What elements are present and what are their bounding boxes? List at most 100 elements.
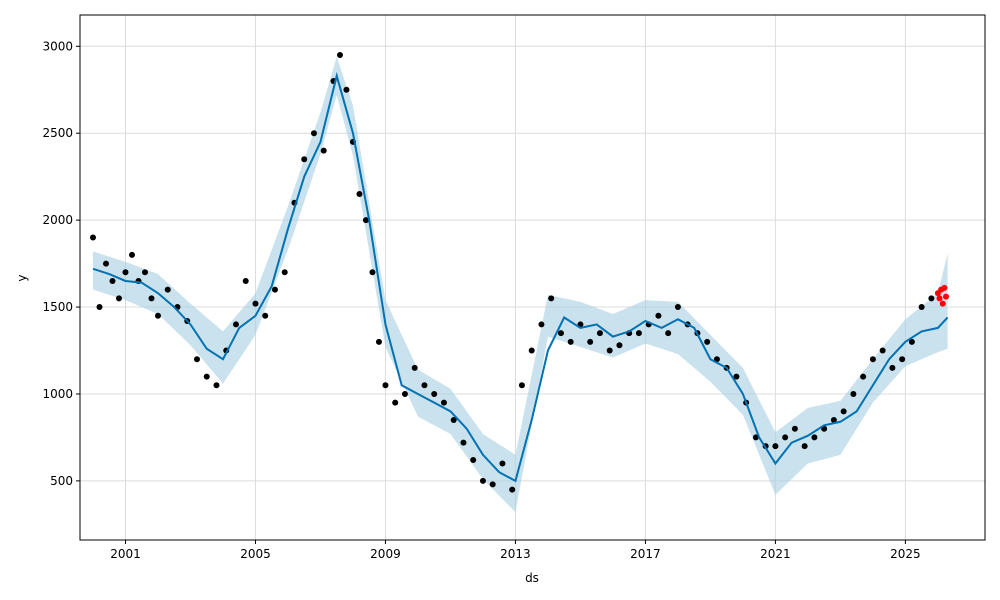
observed-point — [665, 330, 672, 337]
y-tick-label: 2000 — [42, 213, 73, 227]
observed-point — [869, 356, 876, 363]
x-tick-label: 2021 — [760, 547, 791, 561]
observed-point — [655, 312, 662, 319]
observed-point — [89, 234, 96, 241]
observed-point — [213, 382, 220, 389]
observed-point — [908, 338, 915, 345]
observed-point — [362, 217, 369, 224]
observed-point — [242, 277, 249, 284]
observed-point — [450, 417, 457, 424]
observed-point — [252, 300, 259, 307]
uncertainty-band — [92, 56, 948, 513]
observed-point — [369, 269, 376, 276]
observed-point — [109, 277, 116, 284]
observed-point — [811, 434, 818, 441]
observed-point — [489, 481, 496, 488]
observed-point — [528, 347, 535, 354]
observed-point — [356, 191, 363, 198]
observed-point — [704, 338, 711, 345]
x-tick-label: 2017 — [630, 547, 661, 561]
forecast-line — [92, 71, 949, 483]
forecast-line-path — [92, 71, 949, 483]
observed-point — [336, 51, 343, 58]
observed-point — [460, 439, 467, 446]
observed-point — [713, 356, 720, 363]
observed-point — [518, 382, 525, 389]
observed-point — [850, 390, 857, 397]
observed-point — [310, 130, 317, 137]
x-axis-label: ds — [525, 571, 539, 585]
observed-point — [115, 295, 122, 302]
observed-point — [928, 295, 935, 302]
highlight-point — [941, 284, 948, 291]
uncertainty-band-area — [92, 56, 948, 513]
observed-point — [301, 156, 308, 163]
observed-point — [801, 443, 808, 450]
highlight-points — [934, 284, 950, 307]
observed-point — [281, 269, 288, 276]
observed-point — [635, 330, 642, 337]
x-axis-ticks: 2001 2005 2009 2013 2017 2021 2025 — [110, 540, 921, 561]
observed-point — [587, 338, 594, 345]
highlight-point — [943, 293, 950, 300]
observed-point — [320, 147, 327, 154]
observed-point — [889, 364, 896, 371]
observed-point — [193, 356, 200, 363]
plot-frame — [79, 14, 986, 541]
observed-point — [918, 304, 925, 311]
observed-point — [128, 251, 135, 258]
y-tick-label: 3000 — [42, 39, 73, 53]
y-tick-label: 2500 — [42, 126, 73, 140]
observed-point — [879, 347, 886, 354]
observed-point — [616, 342, 623, 349]
y-tick-label: 1500 — [42, 300, 73, 314]
observed-point — [401, 390, 408, 397]
observed-point — [567, 338, 574, 345]
observed-point — [203, 373, 210, 380]
observed-point — [548, 295, 555, 302]
observed-point — [122, 269, 129, 276]
observed-point — [343, 86, 350, 93]
observed-point — [674, 304, 681, 311]
observed-point — [479, 477, 486, 484]
observed-point — [509, 486, 516, 493]
y-tick-label: 1000 — [42, 387, 73, 401]
observed-point — [499, 460, 506, 467]
observed-point — [411, 364, 418, 371]
grid-lines — [80, 15, 985, 540]
x-tick-label: 2025 — [890, 547, 921, 561]
observed-point — [830, 417, 837, 424]
highlight-point — [936, 295, 943, 302]
observed-point — [470, 457, 477, 464]
observed-point — [557, 330, 564, 337]
x-tick-label: 2009 — [370, 547, 401, 561]
observed-point — [392, 399, 399, 406]
observed-point — [752, 434, 759, 441]
observed-point — [271, 286, 278, 293]
observed-point — [148, 295, 155, 302]
observed-point — [860, 373, 867, 380]
observed-point — [440, 399, 447, 406]
x-tick-label: 2013 — [500, 547, 531, 561]
observed-point — [733, 373, 740, 380]
observed-point — [431, 390, 438, 397]
x-tick-label: 2005 — [240, 547, 271, 561]
observed-point — [421, 382, 428, 389]
y-axis-ticks: 500 1000 1500 2000 2500 3000 — [42, 39, 80, 488]
x-tick-label: 2001 — [110, 547, 141, 561]
observed-point — [899, 356, 906, 363]
observed-point — [154, 312, 161, 319]
observed-point — [840, 408, 847, 415]
y-tick-label: 500 — [50, 474, 73, 488]
observed-point — [96, 304, 103, 311]
observed-point — [382, 382, 389, 389]
observed-point — [596, 330, 603, 337]
observed-point — [606, 347, 613, 354]
y-axis-label: y — [15, 274, 29, 281]
observed-point — [375, 338, 382, 345]
observed-point — [791, 425, 798, 432]
observed-point — [102, 260, 109, 267]
observed-point — [772, 443, 779, 450]
observed-point — [164, 286, 171, 293]
observed-point — [262, 312, 269, 319]
